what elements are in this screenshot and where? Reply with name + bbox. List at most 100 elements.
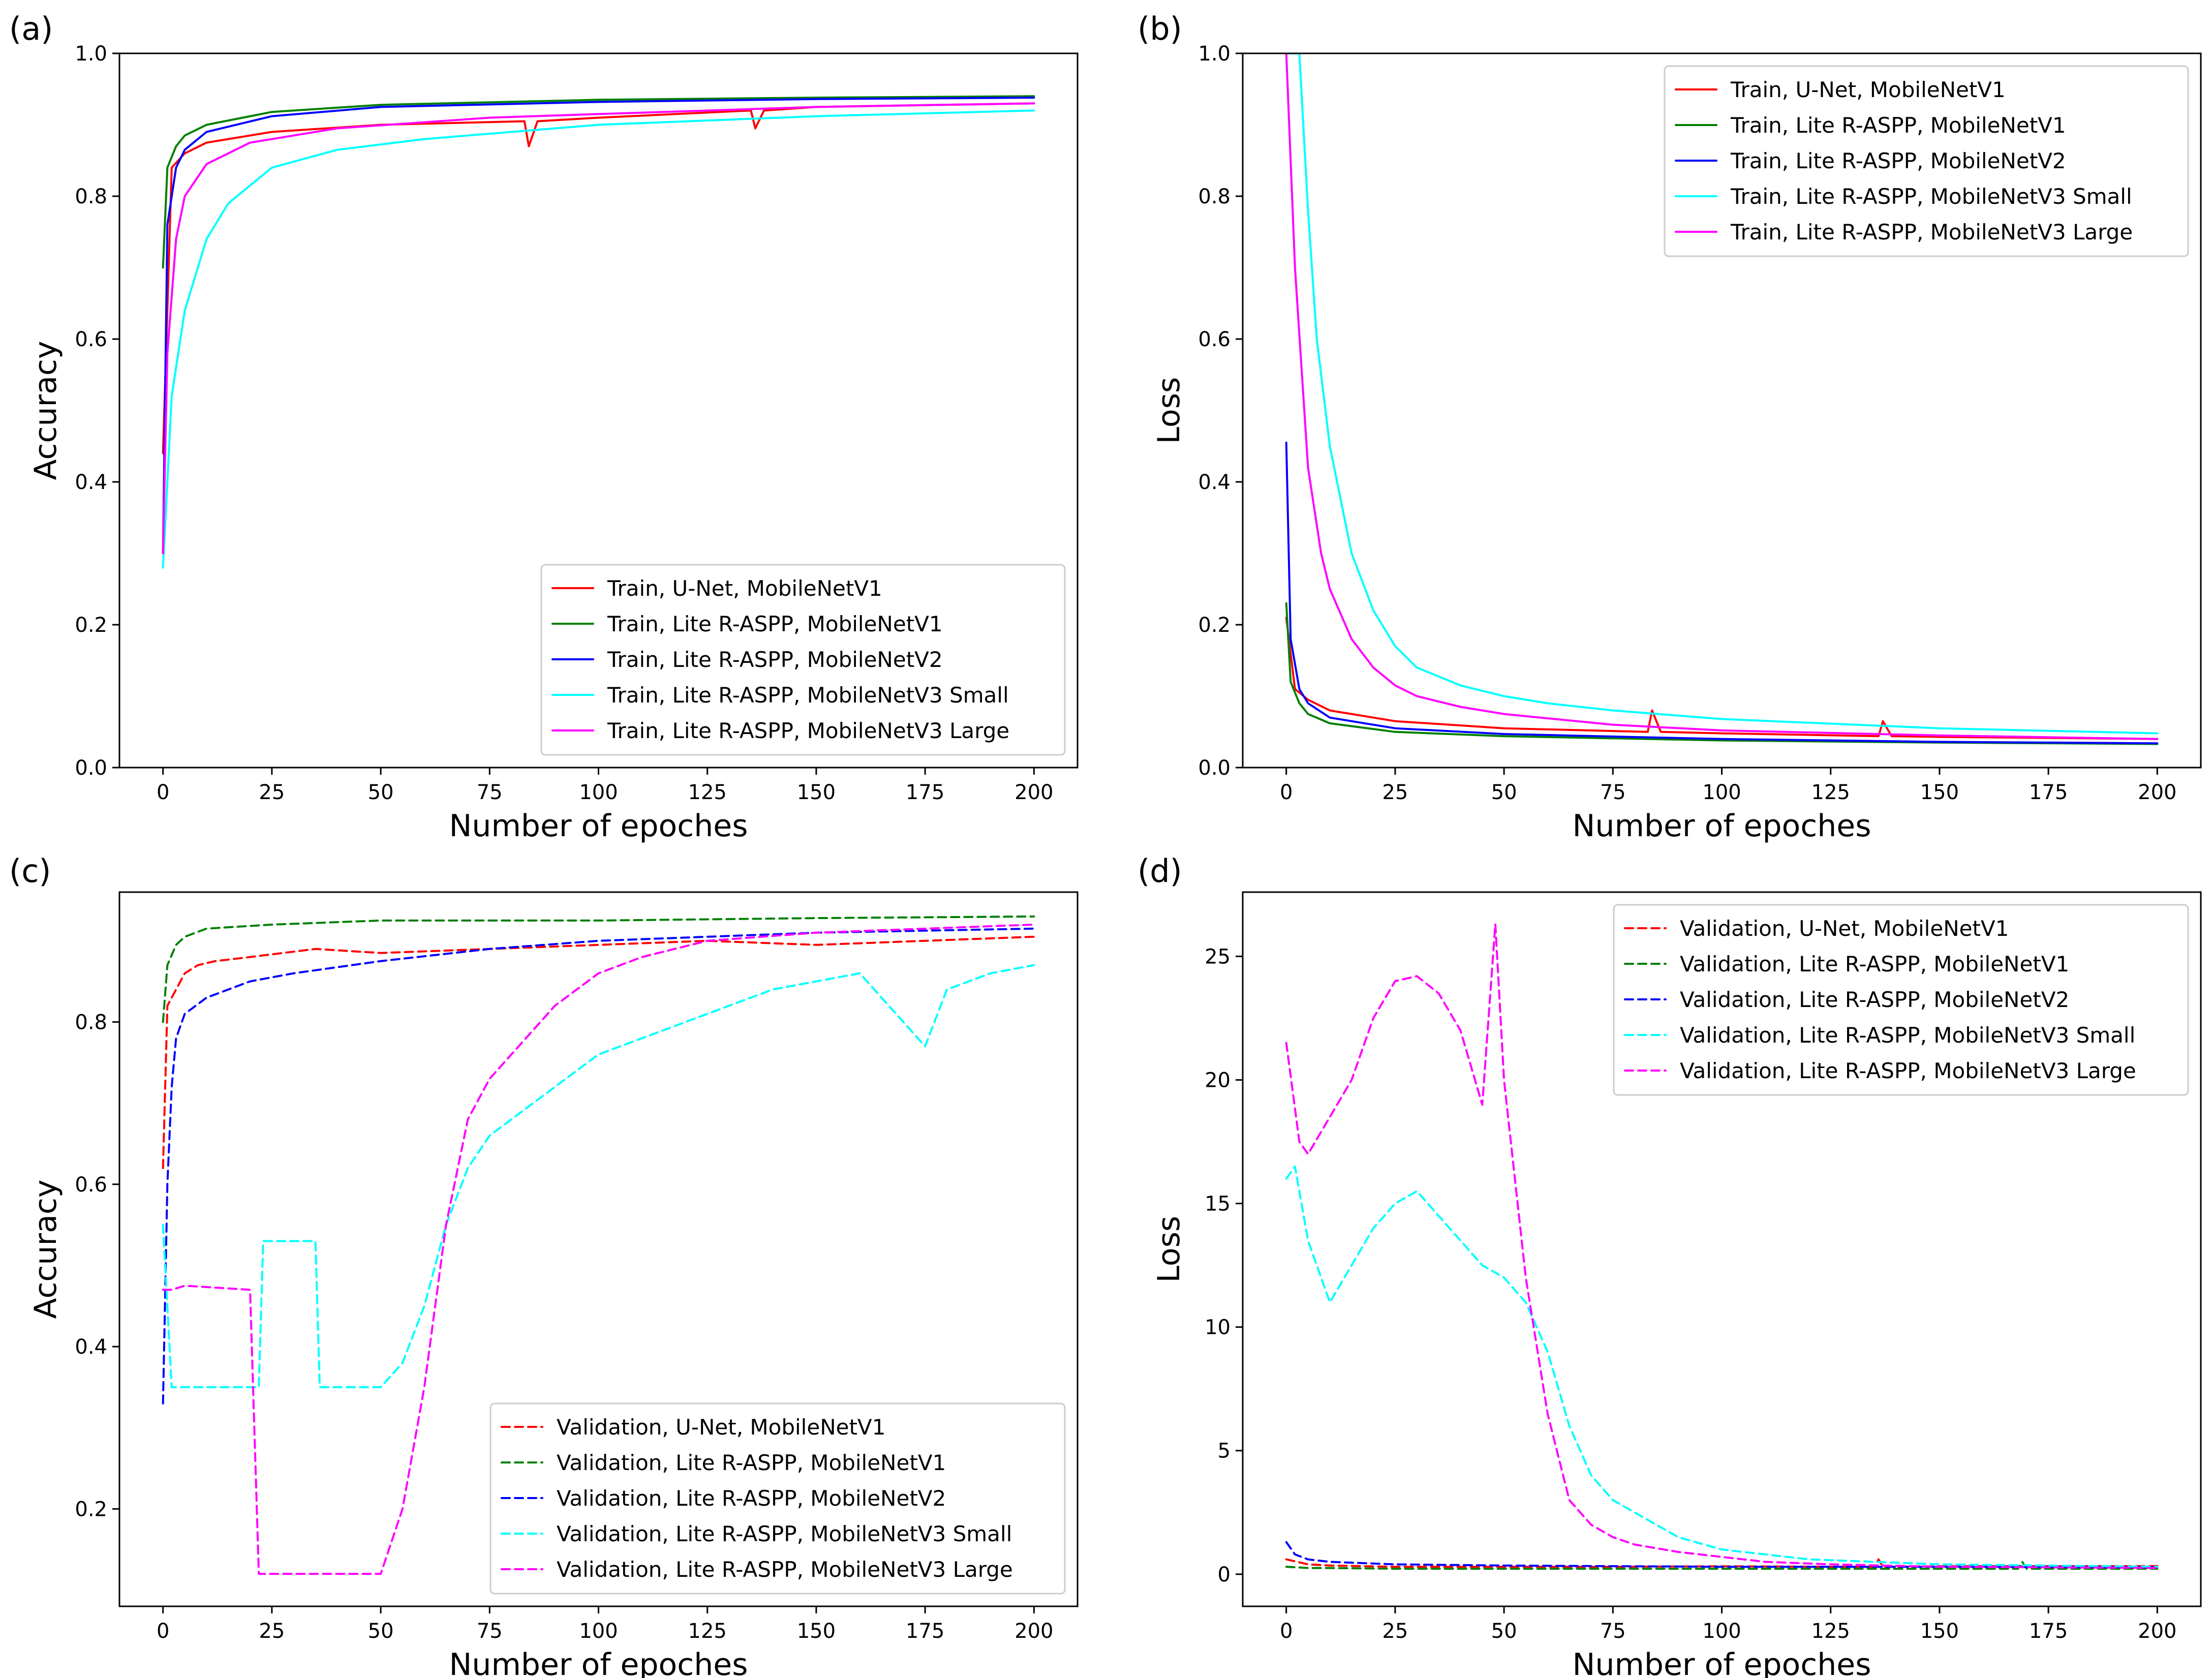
y-axis-label: Accuracy [28, 341, 64, 480]
x-tick-label: 25 [1382, 781, 1408, 804]
y-tick-label: 0.8 [1198, 185, 1231, 208]
x-tick-label: 25 [259, 781, 285, 804]
panel-letter: (b) [1138, 10, 1182, 47]
series-group [1285, 923, 2159, 1570]
x-tick-label: 175 [906, 781, 944, 804]
x-tick-label: 25 [259, 1620, 285, 1643]
legend-label: Train, Lite R-ASPP, MobileNetV1 [1730, 113, 2066, 138]
y-tick-label: 0.6 [75, 328, 107, 351]
x-tick-label: 200 [2138, 1620, 2176, 1643]
series-line [1285, 1165, 2159, 1568]
y-tick-label: 0 [1218, 1563, 1231, 1587]
series-group [162, 95, 1035, 569]
legend-label: Validation, Lite R-ASPP, MobileNetV3 Lar… [1680, 1058, 2136, 1083]
series-line [1285, 1541, 2159, 1569]
series-line [1285, 1561, 2159, 1570]
x-tick-label: 75 [477, 1620, 503, 1643]
chart-panel: (d) 0 25 50 75 100 125 150 175 200 0 5 10 15 20 25 Numbe… [1138, 852, 2202, 1678]
y-axis-label: Loss [1151, 1216, 1187, 1283]
y-tick-label: 10 [1205, 1316, 1231, 1339]
legend-label: Validation, Lite R-ASPP, MobileNetV2 [557, 1486, 946, 1511]
series-line [1285, 923, 2159, 1569]
series-line [1285, 53, 2159, 735]
y-tick-label: 5 [1218, 1440, 1231, 1463]
legend-box [1613, 904, 2189, 1096]
x-tick-label: 100 [1702, 781, 1741, 804]
x-tick-label: 0 [157, 781, 169, 804]
x-tick-label: 175 [906, 1620, 944, 1643]
series-line [1285, 53, 2159, 740]
y-tick-label: 20 [1205, 1069, 1231, 1092]
legend: Validation, U-Net, MobileNetV1 Validation… [1613, 904, 2189, 1096]
x-tick-label: 125 [688, 781, 727, 804]
x-tick-label: 100 [579, 1620, 618, 1643]
y-tick-label: 0.2 [75, 614, 107, 637]
legend-label: Train, Lite R-ASPP, MobileNetV2 [607, 647, 943, 672]
legend-label: Train, Lite R-ASPP, MobileNetV1 [607, 612, 943, 636]
legend-label: Validation, U-Net, MobileNetV1 [1680, 916, 2009, 941]
legend: Validation, U-Net, MobileNetV1 Validation… [489, 1402, 1066, 1595]
series-line [162, 935, 1035, 1169]
series-line [1285, 602, 2159, 745]
panel-letter: (a) [9, 10, 53, 47]
legend-label: Train, U-Net, MobileNetV1 [1730, 77, 2006, 102]
x-tick-label: 50 [368, 781, 394, 804]
legend: Train, U-Net, MobileNetV1 Train, Lite R-A… [540, 564, 1066, 756]
x-tick-label: 50 [1491, 781, 1517, 804]
y-axis-label: Accuracy [28, 1180, 64, 1319]
x-tick-label: 125 [688, 1620, 727, 1643]
x-tick-label: 0 [157, 1620, 169, 1643]
chart-panel: (a) 0 25 50 75 100 125 150 175 200 0.0 0.2 0.4 0.6 0.8… [9, 10, 1079, 844]
legend-label: Validation, Lite R-ASPP, MobileNetV2 [1680, 987, 2069, 1012]
y-tick-label: 1.0 [1198, 42, 1231, 66]
legend-label: Validation, Lite R-ASPP, MobileNetV3 Sma… [1680, 1023, 2135, 1048]
y-tick-label: 25 [1205, 945, 1231, 968]
y-tick-label: 0.2 [1198, 614, 1231, 637]
x-tick-label: 200 [1015, 781, 1053, 804]
x-tick-label: 0 [1280, 781, 1293, 804]
x-tick-label: 175 [2029, 1620, 2068, 1643]
legend: Train, U-Net, MobileNetV1 Train, Lite R-A… [1664, 65, 2189, 257]
series-group [162, 915, 1035, 1575]
chart-panel: (b) 0 25 50 75 100 125 150 175 200 0.0 0.2 0.4 0.6 0.8… [1138, 10, 2202, 844]
panel-letter: (c) [9, 852, 51, 890]
x-axis-label: Number of epoches [449, 808, 748, 844]
series-line [162, 923, 1035, 1575]
panels: (a)0 25 50 75 100 125 150 175 2000.00.20.40.60.8… [9, 10, 2202, 1678]
x-tick-label: 150 [1920, 781, 1959, 804]
x-tick-label: 0 [1280, 1620, 1293, 1643]
x-axis-label: Number of epoches [1573, 1647, 1871, 1678]
series-line [162, 95, 1035, 269]
x-tick-label: 150 [1920, 1620, 1959, 1643]
series-line [162, 964, 1035, 1388]
legend-label: Validation, U-Net, MobileNetV1 [557, 1415, 885, 1440]
x-tick-label: 25 [1382, 1620, 1408, 1643]
y-tick-label: 0.0 [75, 756, 107, 780]
x-tick-label: 50 [368, 1620, 394, 1643]
y-tick-label: 0.0 [1198, 756, 1231, 780]
y-tick-label: 0.4 [75, 471, 107, 494]
legend-box [540, 564, 1066, 756]
series-line [162, 927, 1035, 1405]
series-line [1285, 617, 2159, 740]
x-axis-label: Number of epoches [1573, 808, 1871, 844]
x-tick-label: 200 [2138, 781, 2176, 804]
x-tick-label: 75 [477, 781, 503, 804]
series-line [162, 102, 1035, 454]
x-tick-label: 100 [1702, 1620, 1741, 1643]
series-group [1285, 53, 2159, 745]
series-line [162, 97, 1035, 555]
x-tick-label: 125 [1811, 781, 1850, 804]
x-tick-label: 175 [2029, 781, 2068, 804]
x-axis-label: Number of epoches [449, 1647, 748, 1678]
legend-box [1664, 65, 2189, 257]
legend-label: Train, U-Net, MobileNetV1 [607, 576, 882, 601]
x-tick-label: 50 [1491, 1620, 1517, 1643]
y-tick-label: 0.4 [75, 1335, 107, 1359]
legend-box [489, 1402, 1066, 1595]
legend-label: Train, Lite R-ASPP, MobileNetV3 Large [1730, 220, 2133, 245]
x-tick-label: 75 [1600, 781, 1626, 804]
x-tick-label: 150 [797, 781, 836, 804]
y-tick-label: 0.6 [1198, 328, 1231, 351]
